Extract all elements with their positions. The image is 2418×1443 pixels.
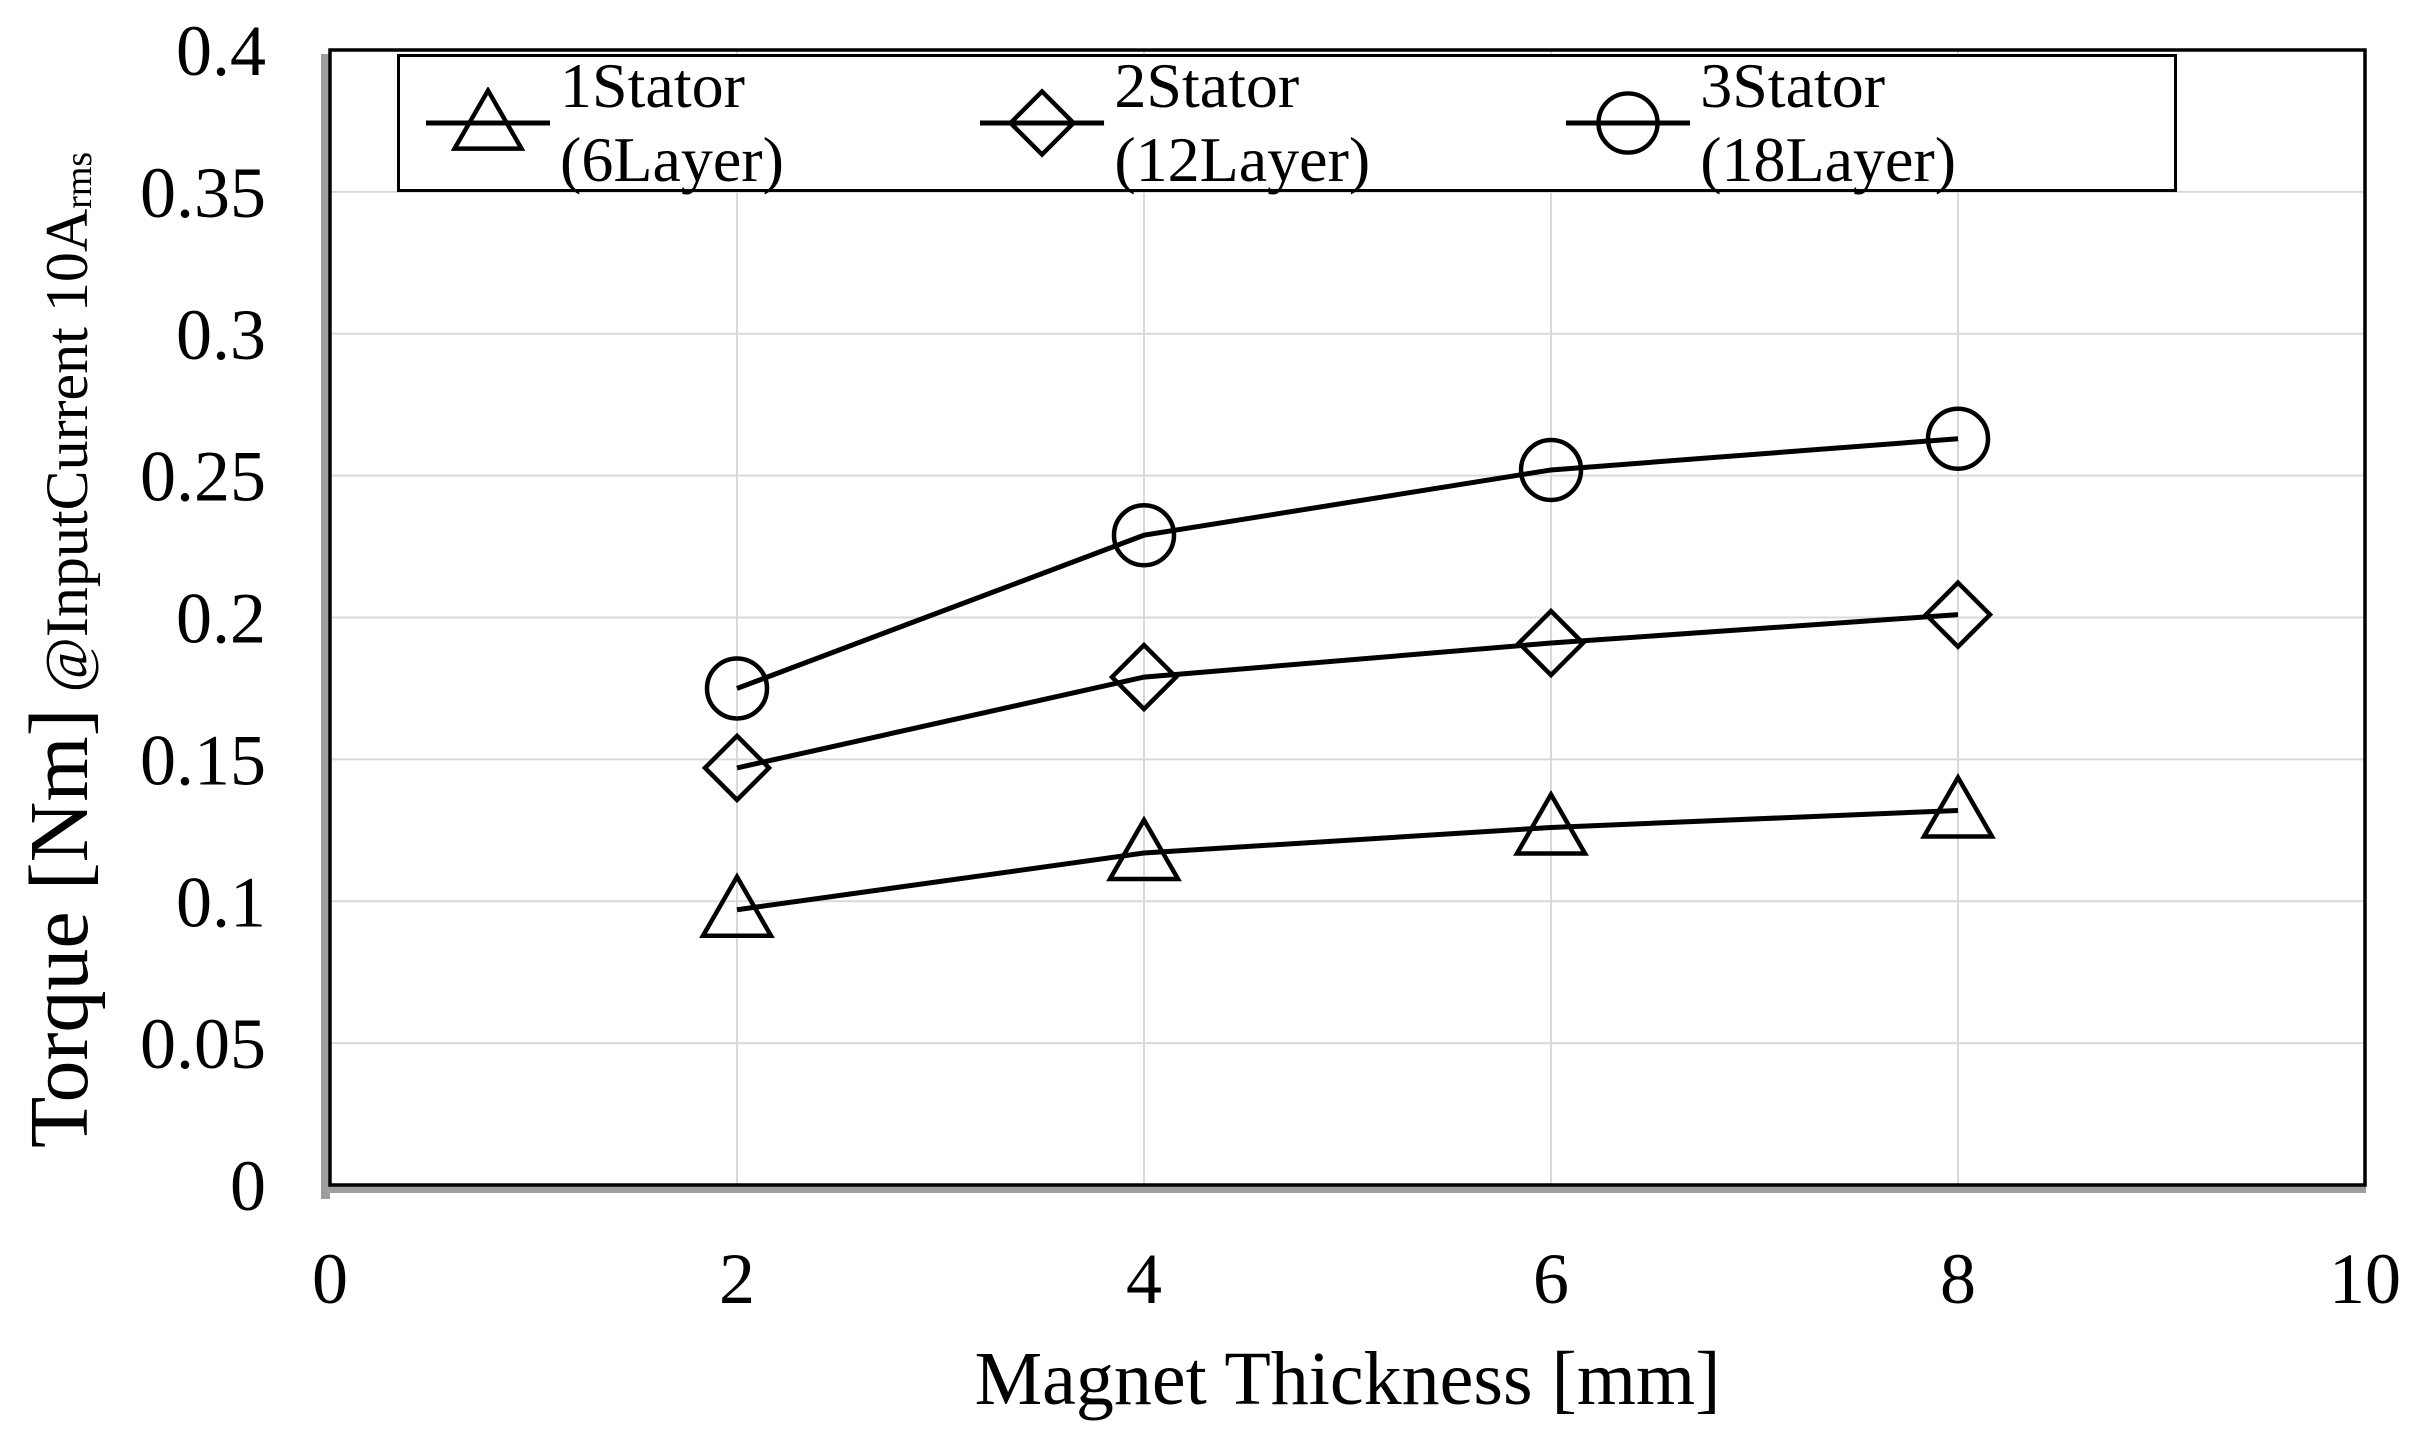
y-tick-label-0.05: 0.05 (140, 1004, 266, 1084)
legend-item-label: 1Stator (6Layer) (560, 50, 784, 195)
plot-border (328, 48, 2367, 1187)
y-tick-label-0.15: 0.15 (140, 720, 266, 800)
data-point-circle-x2 (704, 656, 770, 721)
circle-marker-icon (1566, 91, 1691, 155)
data-point-circle-x8 (1925, 406, 1991, 471)
y-tick-label-0.35: 0.35 (140, 153, 266, 233)
x-tick-label-2: 2 (719, 1239, 755, 1319)
legend-item-label: 2Stator (12Layer) (1114, 50, 1371, 195)
legend: 1Stator (6Layer) 2Stator (12Layer) 3Stator… (397, 50, 2177, 195)
y-tick-label-0.3: 0.3 (176, 295, 266, 375)
y-tick-label-0.4: 0.4 (176, 11, 266, 91)
y-tick-label-0: 0 (230, 1146, 266, 1226)
data-point-diamond-x6 (1515, 607, 1587, 679)
series-line-3 (736, 436, 1959, 691)
series-line-2 (736, 612, 1959, 771)
legend-item-label: 3Stator (18Layer) (1700, 50, 1957, 195)
y-tick-label-0.25: 0.25 (140, 437, 266, 517)
legend-marker-sample (1596, 91, 1660, 155)
data-point-diamond-x2 (701, 732, 773, 804)
data-point-diamond-x4 (1108, 641, 1180, 713)
y-tick-label-0.2: 0.2 (176, 579, 266, 659)
data-point-circle-x4 (1111, 502, 1177, 568)
x-tick-label-4: 4 (1126, 1239, 1162, 1319)
x-tick-label-8: 8 (1940, 1239, 1976, 1319)
diamond-marker-icon (980, 88, 1105, 158)
y-tick-label-0.1: 0.1 (176, 862, 266, 942)
triangle-marker-icon (425, 87, 551, 151)
x-axis-line (321, 1184, 2366, 1193)
series-line-1 (736, 807, 1959, 913)
y-axis-title-annotation-subscript: rms (58, 151, 101, 209)
legend-marker-sample (1007, 88, 1077, 158)
legend-item-2: 2Stator (12Layer) (978, 49, 1564, 197)
x-tick-label-10: 10 (2329, 1239, 2401, 1319)
y-axis-title-annotation: @InputCurrent 10A (34, 208, 100, 693)
data-point-triangle-x8 (1920, 772, 1996, 839)
legend-item-3: 3Stator (18Layer) (1564, 49, 2150, 197)
data-point-triangle-x2 (699, 872, 775, 939)
data-point-triangle-x4 (1106, 815, 1182, 882)
x-tick-label-0: 0 (312, 1239, 348, 1319)
data-point-triangle-x6 (1513, 789, 1589, 856)
data-point-circle-x6 (1518, 437, 1584, 503)
x-tick-label-6: 6 (1533, 1239, 1569, 1319)
y-axis-line (321, 54, 330, 1199)
legend-marker-sample (450, 87, 526, 151)
data-point-diamond-x8 (1922, 579, 1994, 650)
legend-item-1: 1Stator (6Layer) (424, 49, 978, 197)
x-axis-title: Magnet Thickness [mm] (974, 1337, 1721, 1421)
y-axis-title-main: Torque [Nm] (13, 708, 106, 1148)
y-axis-title: Torque [Nm] @InputCurrent 10Arms (13, 151, 106, 1148)
